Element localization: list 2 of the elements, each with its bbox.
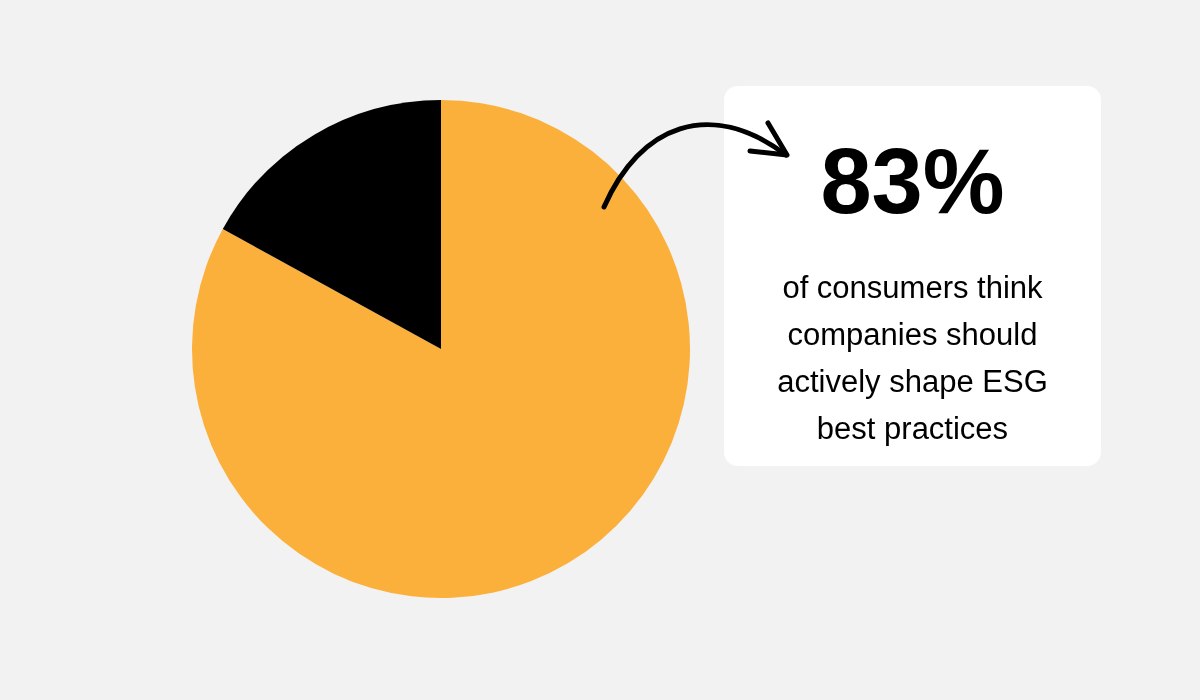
text: of consumers think companies should actively shape ESG best practices: [776, 269, 1049, 448]
data-label: 83%: [819, 129, 1006, 234]
